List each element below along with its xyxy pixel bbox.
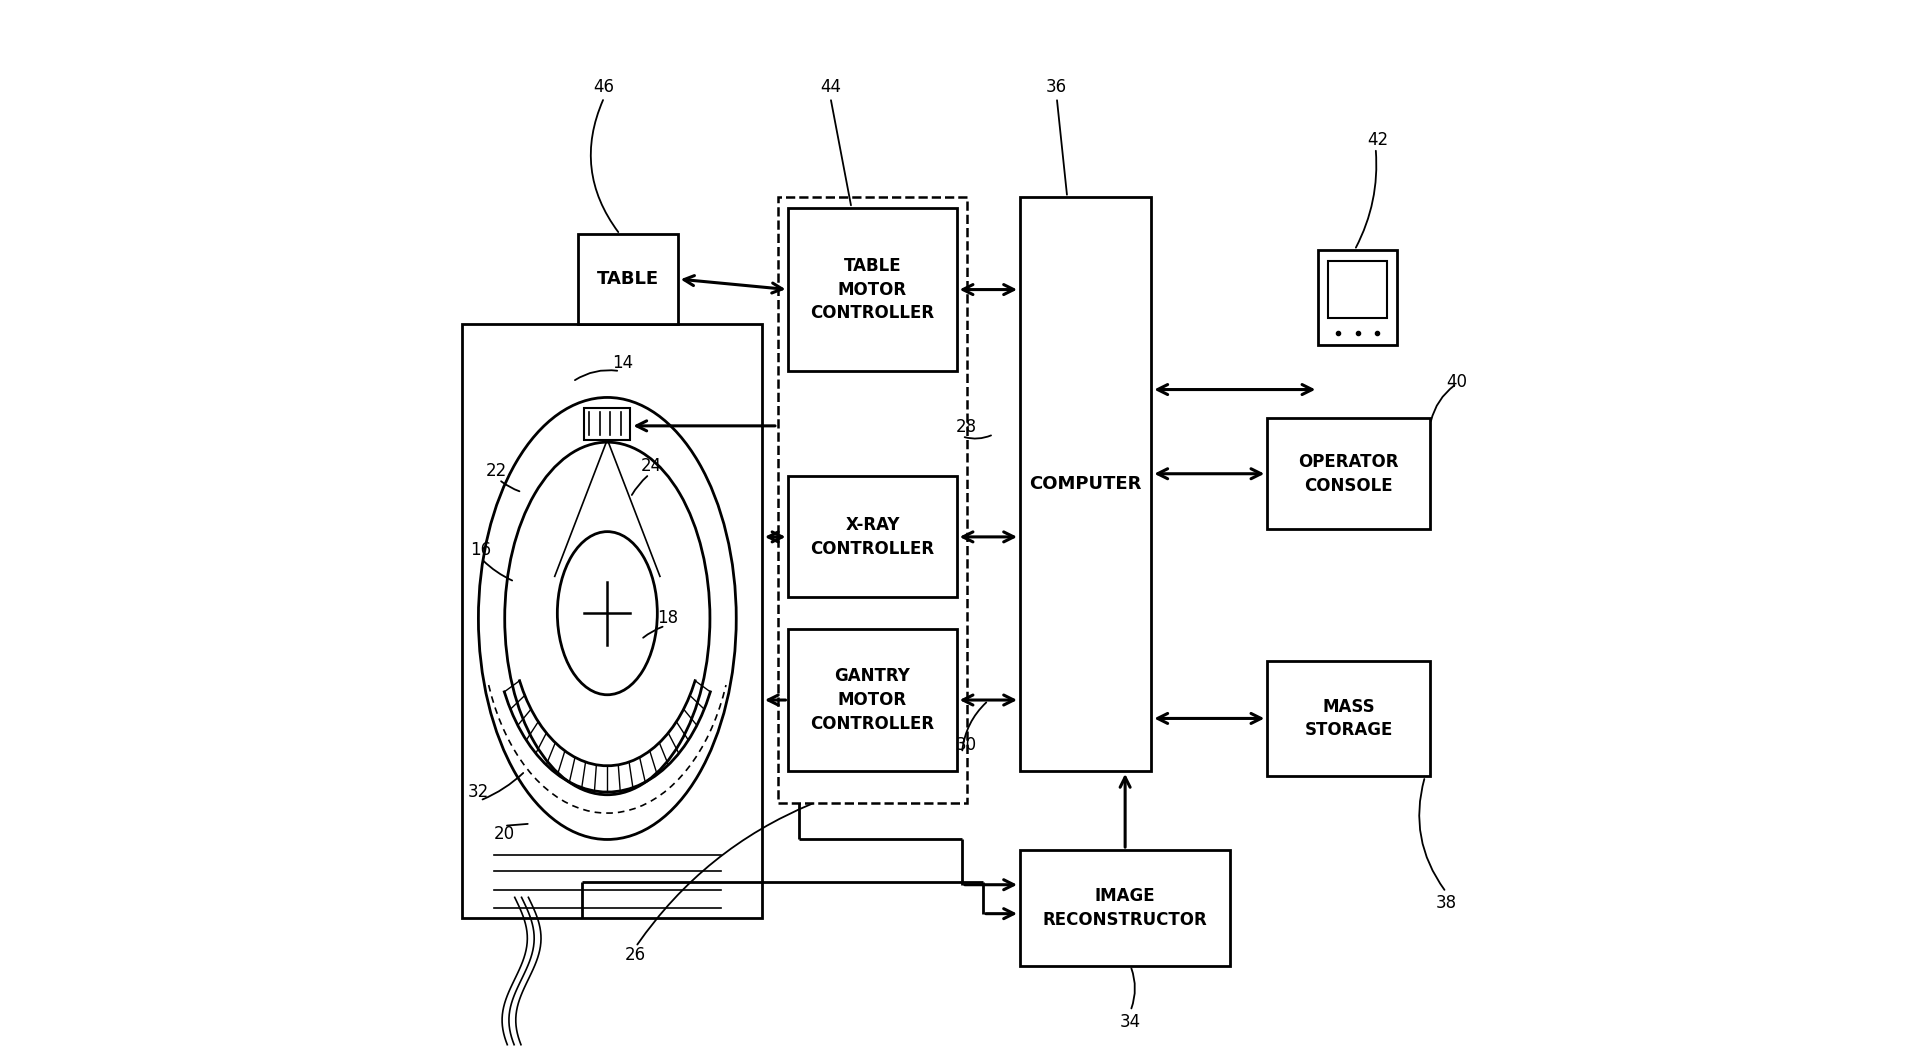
Text: 16: 16 [471, 541, 492, 559]
FancyBboxPatch shape [1019, 198, 1150, 771]
FancyBboxPatch shape [1267, 660, 1429, 777]
Text: 34: 34 [1119, 1013, 1140, 1030]
Text: MASS
STORAGE: MASS STORAGE [1304, 697, 1392, 740]
Text: TABLE
MOTOR
CONTROLLER: TABLE MOTOR CONTROLLER [810, 257, 935, 323]
Text: 32: 32 [467, 783, 488, 801]
Text: GANTRY
MOTOR
CONTROLLER: GANTRY MOTOR CONTROLLER [810, 668, 935, 732]
FancyBboxPatch shape [577, 234, 677, 324]
Text: 22: 22 [487, 462, 508, 480]
Text: X-RAY
CONTROLLER: X-RAY CONTROLLER [810, 516, 935, 558]
FancyBboxPatch shape [788, 476, 956, 598]
Text: TABLE: TABLE [596, 270, 658, 288]
FancyBboxPatch shape [788, 630, 956, 771]
FancyBboxPatch shape [1267, 419, 1429, 529]
FancyBboxPatch shape [1019, 850, 1229, 966]
Text: 14: 14 [612, 353, 633, 371]
FancyBboxPatch shape [585, 408, 631, 439]
FancyBboxPatch shape [1327, 261, 1386, 318]
Text: OPERATOR
CONSOLE: OPERATOR CONSOLE [1298, 453, 1398, 494]
Text: 24: 24 [640, 457, 662, 475]
Text: 20: 20 [494, 825, 515, 843]
Text: 38: 38 [1435, 894, 1456, 912]
Text: 28: 28 [956, 418, 977, 436]
Ellipse shape [479, 398, 737, 839]
Text: 46: 46 [594, 78, 613, 96]
Text: 30: 30 [956, 735, 977, 753]
Ellipse shape [558, 531, 658, 695]
Text: IMAGE
RECONSTRUCTOR: IMAGE RECONSTRUCTOR [1042, 887, 1208, 929]
FancyBboxPatch shape [1317, 250, 1396, 345]
Text: 26: 26 [625, 946, 646, 964]
Text: 44: 44 [819, 78, 840, 96]
Text: 18: 18 [656, 609, 677, 627]
FancyBboxPatch shape [462, 324, 762, 918]
Text: 42: 42 [1367, 130, 1388, 148]
Text: 40: 40 [1446, 372, 1467, 390]
Ellipse shape [504, 442, 710, 795]
Text: COMPUTER: COMPUTER [1029, 475, 1140, 493]
FancyBboxPatch shape [788, 208, 956, 371]
Text: 36: 36 [1046, 78, 1067, 96]
